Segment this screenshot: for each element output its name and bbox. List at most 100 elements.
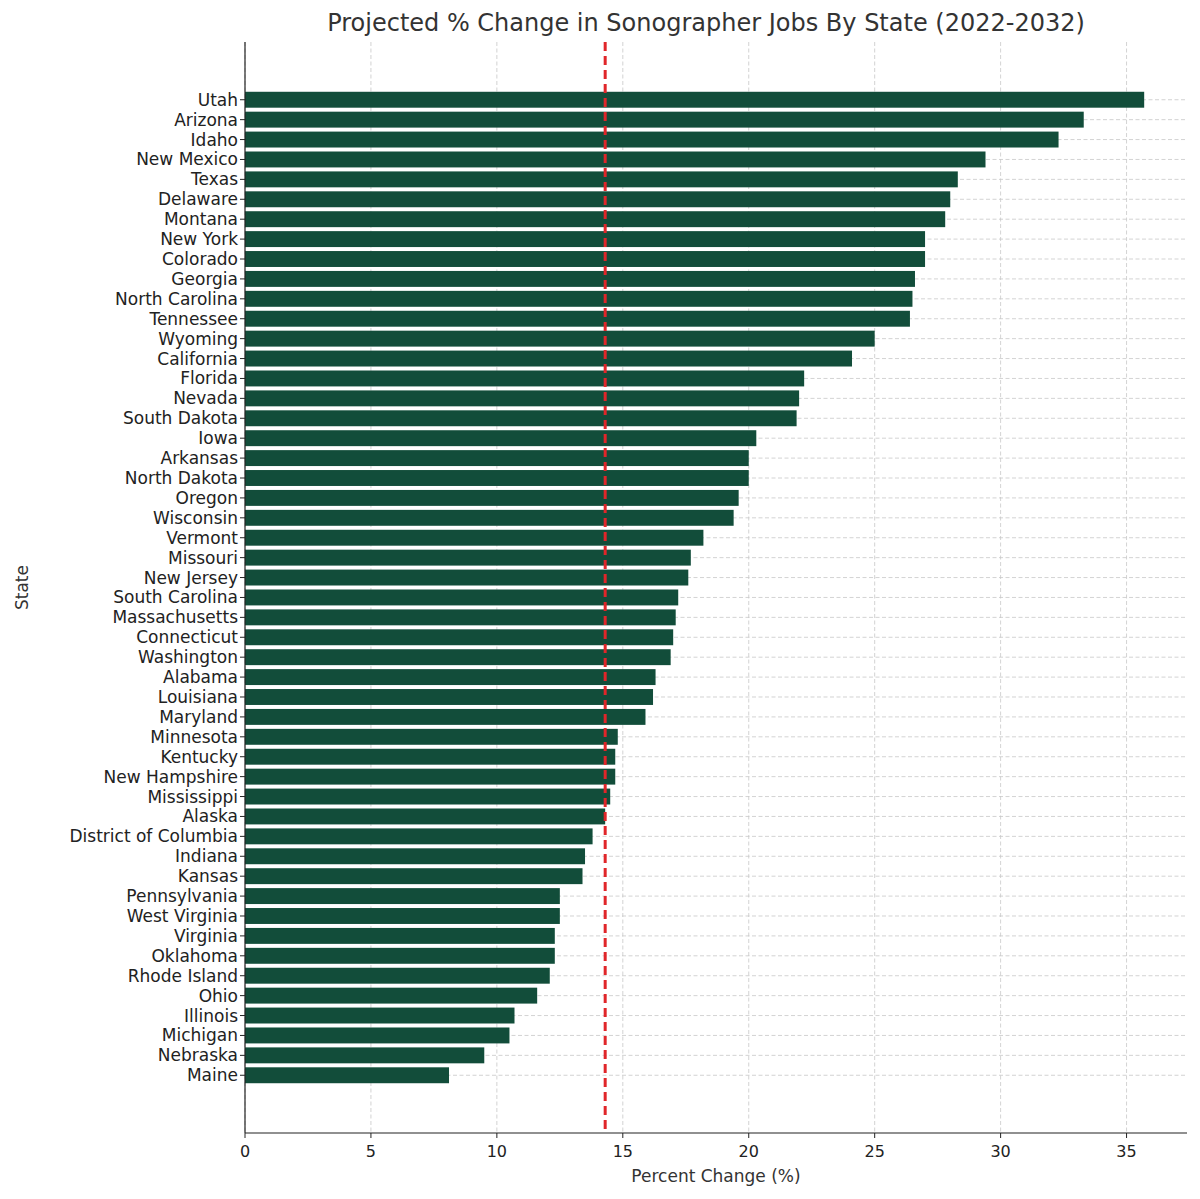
tick-label: Vermont	[166, 528, 238, 548]
bar	[245, 928, 555, 944]
tick	[874, 1133, 875, 1138]
tick	[240, 975, 245, 976]
tick-label: Minnesota	[150, 727, 238, 747]
bar	[245, 988, 537, 1004]
tick-label: Rhode Island	[128, 966, 238, 986]
y-axis-label: State	[12, 565, 32, 610]
bar	[245, 530, 703, 546]
grid	[245, 42, 1187, 1133]
tick	[622, 1133, 623, 1138]
tick-label: Kansas	[178, 866, 238, 886]
tick	[240, 776, 245, 777]
bar	[245, 908, 560, 924]
tick	[240, 716, 245, 717]
tick	[240, 915, 245, 916]
bars	[245, 92, 1144, 1083]
bar	[245, 151, 986, 167]
bar	[245, 430, 756, 446]
y-axis	[244, 42, 245, 1133]
bar	[245, 470, 749, 486]
tick	[240, 139, 245, 140]
grid-line	[1000, 42, 1001, 1133]
tick-label: Pennsylvania	[126, 886, 238, 906]
tick	[240, 517, 245, 518]
tick	[240, 338, 245, 339]
tick	[1126, 1133, 1127, 1138]
tick	[240, 199, 245, 200]
tick	[240, 219, 245, 220]
tick-label: Utah	[198, 90, 238, 110]
tick-label: Tennessee	[148, 309, 238, 329]
tick	[240, 159, 245, 160]
tick-label: 30	[990, 1142, 1010, 1161]
tick-label: Arkansas	[161, 448, 239, 468]
tick-label: 15	[613, 1142, 633, 1161]
bar	[245, 948, 555, 964]
tick-label: Missouri	[168, 548, 238, 568]
tick	[240, 577, 245, 578]
tick-label: North Carolina	[115, 289, 238, 309]
bar	[245, 550, 691, 566]
bar	[245, 729, 618, 745]
bar	[245, 689, 653, 705]
tick	[240, 99, 245, 100]
tick-label: California	[157, 349, 238, 369]
bar	[245, 211, 945, 227]
tick-label: Alaska	[182, 806, 238, 826]
tick-label: Maine	[187, 1065, 238, 1085]
tick-label: Florida	[180, 368, 238, 388]
bar	[245, 1067, 449, 1083]
tick-label: Kentucky	[160, 747, 238, 767]
grid-line	[245, 42, 246, 1133]
tick-label: 0	[240, 1142, 250, 1161]
bar	[245, 351, 852, 367]
tick	[240, 418, 245, 419]
bar	[245, 191, 950, 207]
tick	[240, 557, 245, 558]
tick	[240, 378, 245, 379]
tick	[240, 119, 245, 120]
bar	[245, 291, 912, 307]
tick-label: Nevada	[173, 388, 238, 408]
tick-label: Alabama	[163, 667, 238, 687]
tick-label: New Mexico	[136, 149, 238, 169]
tick-label: West Virginia	[127, 906, 238, 926]
bar	[245, 92, 1144, 108]
tick	[240, 358, 245, 359]
tick	[240, 955, 245, 956]
bar	[245, 251, 925, 267]
bar	[245, 331, 875, 347]
tick-label: Oregon	[176, 488, 238, 508]
bar	[245, 769, 615, 785]
bar	[245, 888, 560, 904]
tick-label: 35	[1116, 1142, 1136, 1161]
tick	[240, 318, 245, 319]
bar	[245, 968, 550, 984]
tick-label: Texas	[190, 169, 238, 189]
tick	[370, 1133, 371, 1138]
tick	[240, 677, 245, 678]
tick	[240, 935, 245, 936]
tick	[240, 537, 245, 538]
tick	[240, 1035, 245, 1036]
reference-line	[604, 42, 607, 1133]
tick	[240, 617, 245, 618]
tick	[240, 1055, 245, 1056]
bar	[245, 709, 645, 725]
tick	[240, 836, 245, 837]
bar	[245, 1027, 509, 1043]
bar	[245, 450, 749, 466]
tick	[240, 478, 245, 479]
tick	[496, 1133, 497, 1138]
title: Projected % Change in Sonographer Jobs B…	[327, 9, 1085, 37]
tick	[240, 796, 245, 797]
tick	[1000, 1133, 1001, 1138]
bar	[245, 570, 688, 586]
tick-label: 25	[864, 1142, 884, 1161]
tick	[240, 657, 245, 658]
tick	[240, 696, 245, 697]
tick-label: North Dakota	[125, 468, 238, 488]
bar	[245, 808, 605, 824]
tick	[240, 458, 245, 459]
tick	[748, 1133, 749, 1138]
